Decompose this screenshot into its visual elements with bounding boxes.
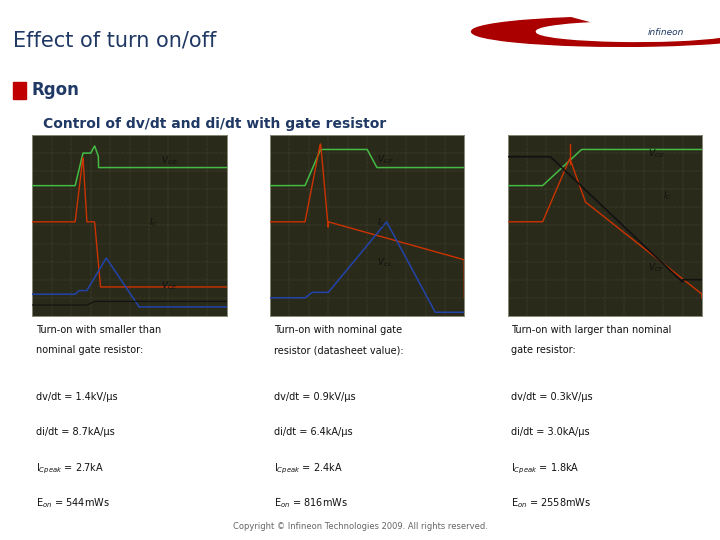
Text: di/dt = 3.0kA/μs: di/dt = 3.0kA/μs — [511, 427, 590, 437]
Text: infineon: infineon — [648, 29, 685, 37]
Text: $V_{GE}$: $V_{GE}$ — [647, 148, 665, 160]
Text: Effect of turn on/off: Effect of turn on/off — [13, 31, 216, 51]
Text: di/dt = 6.4kA/μs: di/dt = 6.4kA/μs — [274, 427, 352, 437]
Text: dv/dt = 0.3kV/μs: dv/dt = 0.3kV/μs — [511, 392, 593, 402]
Bar — [13, 82, 26, 98]
Text: Turn-on with smaller than: Turn-on with smaller than — [36, 325, 161, 335]
Text: dv/dt = 0.9kV/μs: dv/dt = 0.9kV/μs — [274, 392, 355, 402]
Wedge shape — [536, 22, 720, 42]
Text: $I_C$: $I_C$ — [149, 217, 158, 229]
Text: Rgon: Rgon — [32, 80, 79, 99]
Text: E$_{on}$ = 816mWs: E$_{on}$ = 816mWs — [274, 496, 348, 510]
Text: Control of dv/dt and di/dt with gate resistor: Control of dv/dt and di/dt with gate res… — [43, 117, 387, 131]
Text: $V_{CE}$: $V_{CE}$ — [161, 280, 177, 292]
Text: $V_{CF}$: $V_{CF}$ — [647, 262, 664, 274]
Text: di/dt = 8.7kA/μs: di/dt = 8.7kA/μs — [36, 427, 114, 437]
Text: Copyright © Infineon Technologies 2009. All rights reserved.: Copyright © Infineon Technologies 2009. … — [233, 522, 487, 531]
Text: dv/dt = 1.4kV/μs: dv/dt = 1.4kV/μs — [36, 392, 117, 402]
Text: gate resistor:: gate resistor: — [511, 345, 576, 355]
Text: I$_{Cpeak}$ = 2.7kA: I$_{Cpeak}$ = 2.7kA — [36, 462, 104, 476]
Text: $V_{GE}$: $V_{GE}$ — [161, 155, 178, 167]
Wedge shape — [472, 18, 720, 46]
Text: resistor (datasheet value):: resistor (datasheet value): — [274, 345, 403, 355]
Text: $V_{GF}$: $V_{GF}$ — [377, 153, 394, 166]
Text: I$_{Cpeak}$ = 1.8kA: I$_{Cpeak}$ = 1.8kA — [511, 462, 580, 476]
Text: Turn-on with larger than nominal: Turn-on with larger than nominal — [511, 325, 672, 335]
Text: E$_{on}$ = 544mWs: E$_{on}$ = 544mWs — [36, 496, 110, 510]
Text: I$_{Cpeak}$ = 2.4kA: I$_{Cpeak}$ = 2.4kA — [274, 462, 343, 476]
Circle shape — [464, 16, 720, 47]
Text: $I_C$: $I_C$ — [377, 217, 386, 229]
Text: E$_{on}$ = 2558mWs: E$_{on}$ = 2558mWs — [511, 496, 591, 510]
Text: Turn-on with nominal gate: Turn-on with nominal gate — [274, 325, 402, 335]
Text: nominal gate resistor:: nominal gate resistor: — [36, 345, 143, 355]
Text: $V_{CL}$: $V_{CL}$ — [377, 256, 392, 269]
Text: $I_C$: $I_C$ — [663, 190, 672, 202]
